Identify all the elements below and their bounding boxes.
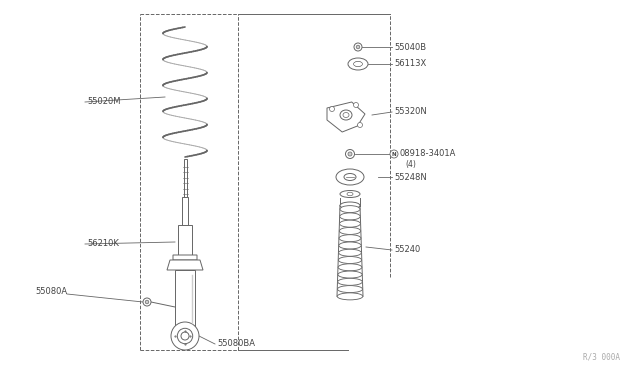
Circle shape <box>346 150 355 158</box>
Ellipse shape <box>339 235 361 242</box>
Circle shape <box>348 152 352 156</box>
Ellipse shape <box>344 173 356 180</box>
Polygon shape <box>327 102 365 132</box>
Ellipse shape <box>340 110 352 120</box>
Text: 55040B: 55040B <box>394 42 426 51</box>
Ellipse shape <box>339 257 362 263</box>
Text: 55080A: 55080A <box>35 288 67 296</box>
Ellipse shape <box>348 58 368 70</box>
Text: N: N <box>392 151 396 157</box>
Text: 55320N: 55320N <box>394 108 427 116</box>
Bar <box>184 159 186 197</box>
Bar <box>178 225 192 255</box>
Circle shape <box>145 300 149 304</box>
Text: 56113X: 56113X <box>394 60 426 68</box>
Bar <box>175 270 195 328</box>
Ellipse shape <box>340 220 360 227</box>
Circle shape <box>390 150 398 158</box>
Ellipse shape <box>338 264 362 271</box>
Ellipse shape <box>340 206 360 213</box>
Bar <box>182 197 188 225</box>
Ellipse shape <box>171 322 199 350</box>
Ellipse shape <box>337 293 363 300</box>
Text: 56210K: 56210K <box>87 240 119 248</box>
Text: 08918-3401A: 08918-3401A <box>399 148 456 157</box>
Circle shape <box>356 45 360 49</box>
Circle shape <box>143 298 151 306</box>
Ellipse shape <box>177 328 193 344</box>
Ellipse shape <box>339 249 362 256</box>
Text: 55080BA: 55080BA <box>217 340 255 349</box>
Circle shape <box>358 122 362 128</box>
Ellipse shape <box>340 213 360 220</box>
Ellipse shape <box>340 202 360 209</box>
Ellipse shape <box>336 169 364 185</box>
Circle shape <box>330 106 335 112</box>
Ellipse shape <box>181 332 189 340</box>
Text: (4): (4) <box>405 160 416 169</box>
Ellipse shape <box>343 112 349 118</box>
FancyBboxPatch shape <box>173 255 197 260</box>
Polygon shape <box>167 260 203 270</box>
Text: 55020M: 55020M <box>87 97 120 106</box>
Circle shape <box>354 43 362 51</box>
Ellipse shape <box>339 242 361 249</box>
Text: 55240: 55240 <box>394 246 420 254</box>
Circle shape <box>353 103 358 108</box>
Ellipse shape <box>340 190 360 198</box>
Ellipse shape <box>338 271 362 278</box>
Ellipse shape <box>353 61 362 67</box>
Ellipse shape <box>339 227 361 234</box>
Text: R/3 000A: R/3 000A <box>583 353 620 362</box>
Ellipse shape <box>354 62 362 66</box>
Ellipse shape <box>347 192 353 196</box>
Ellipse shape <box>337 286 362 293</box>
Ellipse shape <box>338 278 362 285</box>
Text: 55248N: 55248N <box>394 173 427 182</box>
